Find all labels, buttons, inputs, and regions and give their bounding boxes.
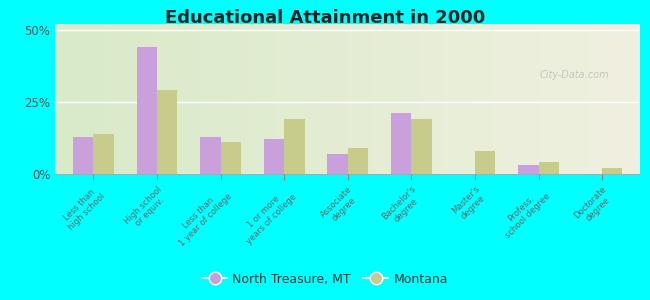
- Bar: [220, 142, 241, 174]
- Bar: [200, 136, 220, 174]
- Bar: [411, 119, 432, 174]
- Bar: [73, 136, 94, 174]
- Bar: [157, 90, 177, 174]
- Bar: [328, 154, 348, 174]
- Bar: [94, 134, 114, 174]
- Bar: [538, 163, 559, 174]
- Text: Educational Attainment in 2000: Educational Attainment in 2000: [165, 9, 485, 27]
- Text: City-Data.com: City-Data.com: [540, 70, 609, 80]
- Legend: North Treasure, MT, Montana: North Treasure, MT, Montana: [197, 268, 453, 291]
- Bar: [602, 168, 623, 174]
- Bar: [136, 47, 157, 174]
- Bar: [518, 165, 538, 174]
- Bar: [284, 119, 304, 174]
- Bar: [264, 140, 284, 174]
- Bar: [475, 151, 495, 174]
- Bar: [348, 148, 368, 174]
- Bar: [391, 113, 411, 174]
